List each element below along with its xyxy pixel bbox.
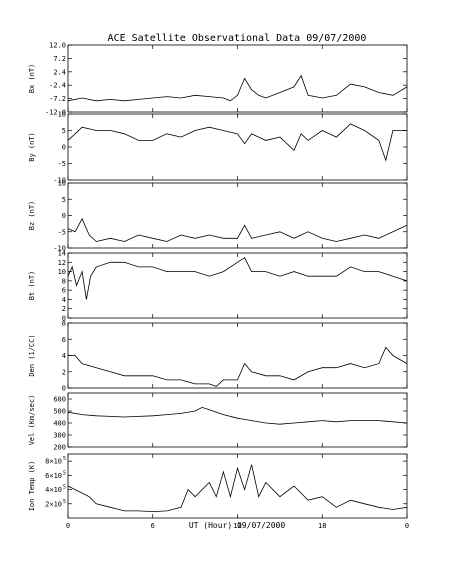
y-tick-label-bz: 0 bbox=[62, 212, 66, 220]
y-tick-label-by: 10 bbox=[58, 111, 66, 119]
y-tick-label-bx: 12.0 bbox=[49, 42, 66, 50]
y-tick-label-bz: 5 bbox=[62, 196, 66, 204]
y-tick-label-velocity: 500 bbox=[53, 408, 66, 416]
y-tick-label-by: -5 bbox=[58, 160, 66, 168]
axes-frame-density bbox=[67, 322, 408, 389]
y-tick-label-ion-temp: 2×10 bbox=[45, 500, 62, 508]
y-tick-label-bt: 14 bbox=[58, 250, 66, 258]
y-tick-exponent-ion-temp: 5 bbox=[63, 456, 66, 462]
x-tick-label: 12 bbox=[233, 522, 241, 530]
y-tick-label-density: 8 bbox=[62, 320, 66, 328]
y-tick-label-by: 5 bbox=[62, 127, 66, 135]
panel-bx: 12.0 7.2 2.4 -2.4 -7.2 -12.0 Bx (nT) bbox=[28, 42, 408, 117]
y-tick-label-bx: 7.2 bbox=[53, 55, 66, 63]
y-tick-label-ion-temp: 6×10 bbox=[45, 472, 62, 480]
panel-bz: 10 5 0 -5 -10 Bz (nT) bbox=[28, 180, 408, 253]
y-tick-label-bz: 10 bbox=[58, 180, 66, 188]
series-line-by bbox=[67, 123, 407, 162]
x-tick-label: 6 bbox=[151, 522, 155, 530]
y-tick-label-bt: 10 bbox=[58, 268, 66, 276]
series-line-density bbox=[68, 346, 408, 387]
y-tick-label-bz: -5 bbox=[58, 228, 66, 236]
x-axis-label: UT (Hour) 09/07/2000 bbox=[189, 521, 286, 530]
y-tick-label-by: -10 bbox=[53, 177, 66, 185]
y-axis-label-bt: Bt (nT) bbox=[28, 271, 36, 301]
y-tick-exponent-ion-temp: 5 bbox=[63, 499, 66, 505]
y-tick-label-bx: 2.4 bbox=[53, 68, 66, 76]
y-tick-label-bt: 4 bbox=[62, 296, 66, 304]
y-tick-label-bt: 2 bbox=[62, 305, 66, 313]
panel-density: 8 6 4 2 0 Den (1/CC) bbox=[28, 320, 408, 393]
x-tick-label: 0 bbox=[405, 522, 409, 530]
y-axis-label-velocity: Vel (Km/sec) bbox=[28, 395, 36, 446]
y-tick-label-velocity: 400 bbox=[53, 420, 66, 428]
y-tick-label-velocity: 300 bbox=[53, 432, 66, 440]
series-line-bt bbox=[67, 257, 408, 300]
y-tick-label-bx: -7.2 bbox=[49, 95, 66, 103]
y-tick-label-bz: -10 bbox=[53, 245, 66, 253]
y-axis-label-bz: Bz (nT) bbox=[28, 201, 36, 231]
axes-frame-velocity bbox=[67, 392, 408, 448]
y-tick-label-bt: 6 bbox=[62, 287, 66, 295]
y-tick-exponent-ion-temp: 5 bbox=[63, 470, 66, 476]
axes-frame-bx bbox=[67, 44, 408, 113]
y-axis-label-bx: Bx (nT) bbox=[28, 64, 36, 94]
y-tick-label-bt: 12 bbox=[58, 259, 66, 267]
panel-velocity: 600 500 400 300 200 Vel (Km/sec) bbox=[28, 392, 408, 452]
y-tick-label-velocity: 600 bbox=[53, 396, 66, 404]
series-line-velocity bbox=[67, 406, 408, 425]
series-line-bz bbox=[67, 217, 408, 242]
y-tick-label-velocity: 200 bbox=[53, 444, 66, 452]
y-tick-label-density: 2 bbox=[62, 368, 66, 376]
y-tick-exponent-ion-temp: 5 bbox=[63, 485, 66, 491]
y-axis-label-ion-temp: Ion Temp (K) bbox=[28, 461, 36, 512]
y-axis-label-density: Den (1/CC) bbox=[28, 334, 36, 376]
x-tick-label: 18 bbox=[318, 522, 326, 530]
y-tick-label-bx: -12.0 bbox=[45, 109, 66, 117]
series-line-bx bbox=[67, 74, 408, 102]
y-tick-label-ion-temp: 4×10 bbox=[45, 486, 62, 494]
y-tick-label-bx: -2.4 bbox=[49, 82, 66, 90]
y-tick-label-ion-temp: 8×10 bbox=[45, 458, 62, 466]
series-line-ion-temp bbox=[67, 464, 408, 513]
y-tick-label-by: 0 bbox=[62, 144, 66, 152]
y-tick-label-bt: 8 bbox=[62, 277, 66, 285]
axes-frame-ion-temp bbox=[67, 453, 408, 519]
y-tick-label-bt: 0 bbox=[62, 315, 66, 323]
y-axis-label-by: By (nT) bbox=[28, 132, 36, 162]
y-tick-label-density: 6 bbox=[62, 336, 66, 344]
panel-by: 10 5 0 -5 -10 By (nT) bbox=[28, 111, 408, 185]
chart-title: ACE Satellite Observational Data 09/07/2… bbox=[108, 33, 367, 44]
y-tick-label-density: 0 bbox=[62, 385, 66, 393]
y-tick-label-density: 4 bbox=[62, 352, 66, 360]
axes-frame-by bbox=[67, 113, 408, 181]
x-tick-label: 0 bbox=[66, 522, 70, 530]
